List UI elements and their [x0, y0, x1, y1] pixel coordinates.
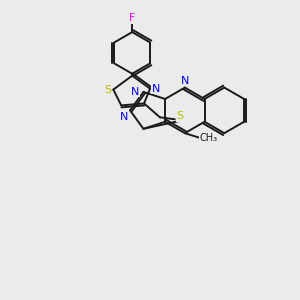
Text: N: N [120, 112, 128, 122]
Text: S: S [176, 111, 183, 121]
Text: N: N [181, 76, 189, 85]
Text: N: N [152, 84, 160, 94]
Text: N: N [131, 87, 140, 97]
Text: CH₃: CH₃ [200, 133, 218, 143]
Text: F: F [129, 13, 135, 23]
Text: S: S [104, 85, 111, 94]
